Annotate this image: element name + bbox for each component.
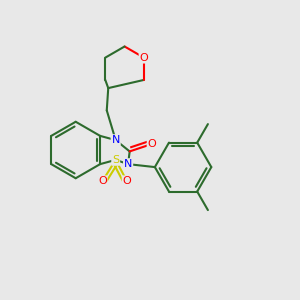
Text: N: N (112, 135, 120, 145)
Text: S: S (112, 155, 119, 165)
Text: O: O (123, 176, 131, 186)
Text: N: N (124, 159, 132, 169)
Text: O: O (148, 139, 156, 149)
Text: O: O (98, 176, 107, 186)
Text: O: O (140, 52, 148, 63)
